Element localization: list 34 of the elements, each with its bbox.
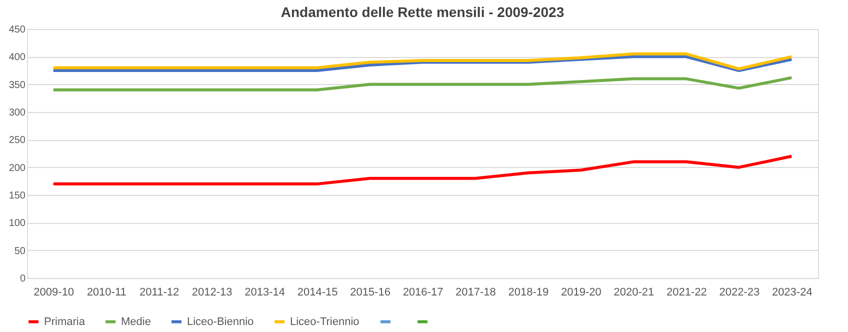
x-tick-label: 2020-21: [614, 286, 654, 298]
x-tick-label: 2014-15: [297, 286, 338, 298]
y-tick-label: 150: [8, 190, 26, 202]
x-tick-label: 2021-22: [666, 286, 707, 298]
x-tick-label: 2016-17: [402, 286, 444, 298]
x-tick-label: 2018-19: [508, 286, 549, 298]
legend-label: Medie: [121, 316, 151, 328]
x-tick-label: 2017-18: [456, 286, 496, 298]
line-series: [52, 76, 794, 92]
x-tick-label: 2012-13: [192, 286, 232, 298]
y-tick-label: 400: [8, 52, 26, 64]
x-tick-label: 2009-10: [34, 286, 74, 298]
y-tick-label: 200: [8, 162, 26, 174]
x-tick-label: 2022-23: [719, 286, 760, 298]
line-series: [52, 154, 794, 186]
x-tick-label: 2010-11: [86, 286, 126, 298]
x-tick-label: 2011-12: [140, 286, 180, 298]
y-tick-label: 350: [8, 80, 26, 91]
legend-label: Primaria: [44, 316, 86, 328]
x-tick-label: 2019-20: [561, 286, 602, 298]
line-series: [52, 52, 794, 70]
y-tick-label: 450: [8, 24, 26, 36]
y-tick-label: 50: [14, 246, 26, 257]
line-series: [52, 55, 794, 72]
x-tick-label: 2015-16: [350, 286, 390, 298]
y-tick-label: 100: [8, 218, 26, 230]
x-tick-label: 2013-14: [244, 286, 285, 298]
x-tick-label: 2023-24: [772, 286, 812, 298]
legend-label: Liceo-Biennio: [187, 316, 254, 328]
y-tick-label: 0: [20, 274, 26, 284]
chart-title: Andamento delle Rette mensili - 2009-2023: [280, 4, 564, 20]
y-tick-label: 250: [8, 135, 26, 146]
legend-label: Liceo-Triennio: [290, 316, 360, 328]
y-tick-label: 300: [8, 108, 26, 118]
